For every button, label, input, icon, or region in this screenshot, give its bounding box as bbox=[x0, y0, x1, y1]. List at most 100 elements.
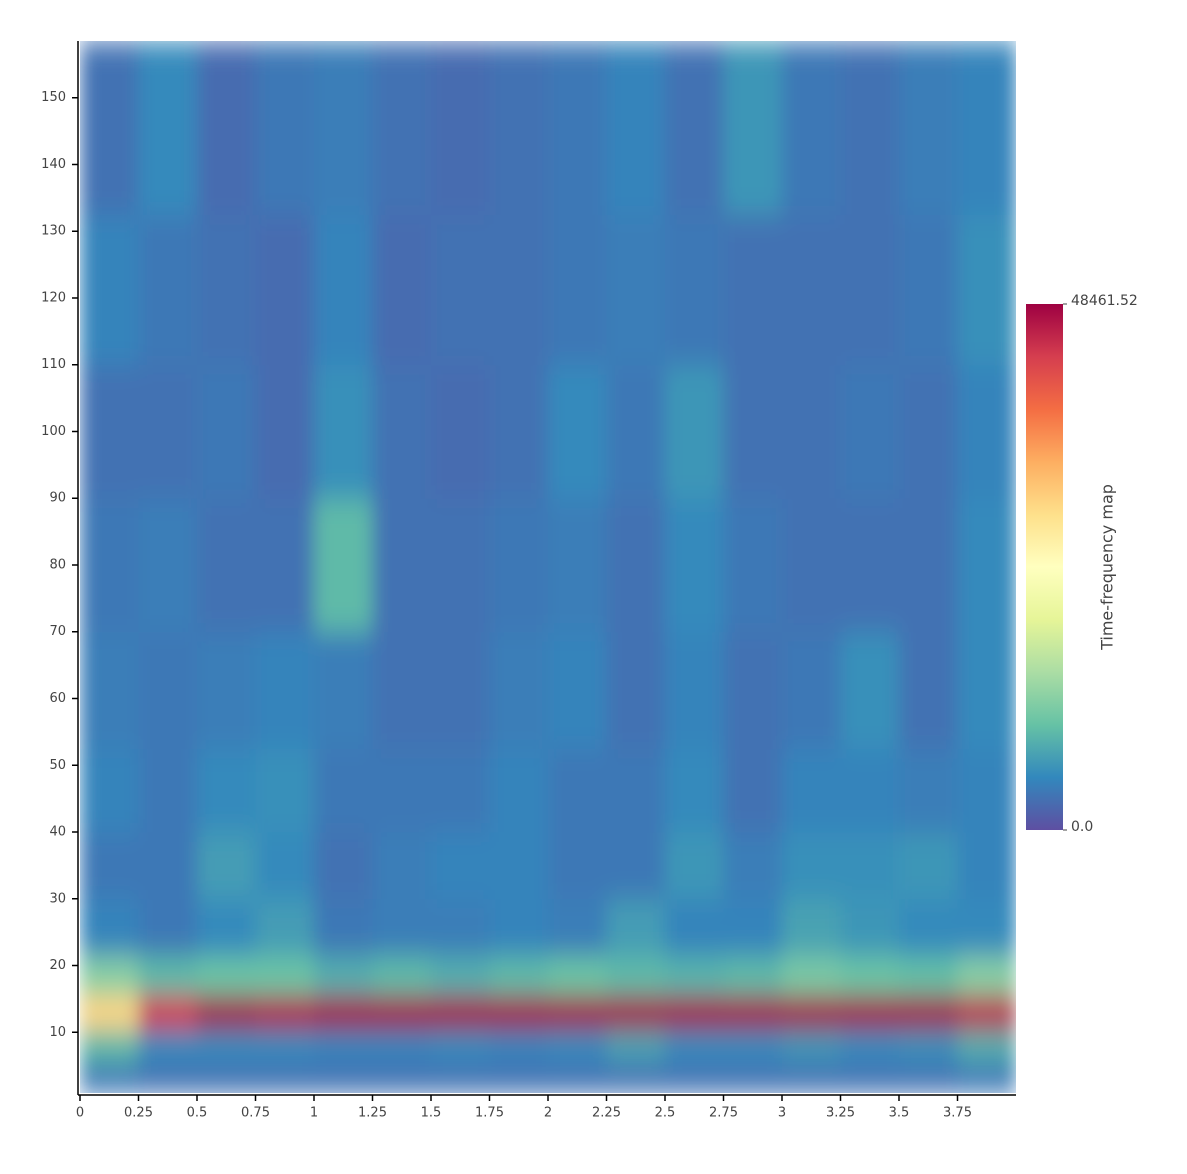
heatmap-cell bbox=[431, 631, 490, 750]
heatmap-cell bbox=[138, 955, 198, 997]
heatmap-cell bbox=[372, 498, 432, 633]
heatmap-cell bbox=[197, 214, 256, 366]
heatmap-cell bbox=[782, 631, 841, 750]
heatmap-cell bbox=[489, 995, 549, 1030]
y-tick-label: 60 bbox=[49, 691, 66, 706]
heatmap-cell bbox=[840, 955, 900, 997]
x-tick-label: 2.75 bbox=[709, 1106, 738, 1121]
heatmap-cell bbox=[665, 498, 724, 633]
heatmap-cell bbox=[548, 995, 607, 1030]
heatmap-cell bbox=[723, 364, 783, 499]
heatmap-cell bbox=[255, 955, 315, 997]
heatmap-cell bbox=[957, 955, 1016, 997]
heatmap-cell bbox=[80, 41, 139, 216]
heatmap-cell bbox=[138, 631, 198, 750]
heatmap-cell bbox=[138, 898, 198, 956]
x-tick-label: 3.25 bbox=[826, 1106, 855, 1121]
colorbar bbox=[1026, 304, 1063, 830]
heatmap-cell bbox=[723, 1028, 783, 1063]
heatmap-cell bbox=[665, 41, 724, 216]
heatmap-cell bbox=[957, 41, 1016, 216]
heatmap-cell bbox=[80, 498, 139, 633]
heatmap-cell bbox=[665, 898, 724, 956]
heatmap-cell bbox=[548, 214, 607, 366]
heatmap-cell bbox=[80, 955, 139, 997]
heatmap-cell bbox=[957, 631, 1016, 750]
heatmap-cell bbox=[782, 214, 841, 366]
heatmap-cell bbox=[431, 995, 490, 1030]
heatmap-cell bbox=[782, 1028, 841, 1063]
heatmap-cell bbox=[431, 898, 490, 956]
heatmap-cell bbox=[314, 498, 373, 633]
heatmap-cell bbox=[899, 748, 958, 833]
heatmap-cell bbox=[138, 1028, 198, 1063]
colorbar-tick-label: 48461.52 bbox=[1071, 293, 1138, 309]
heatmap-cell bbox=[723, 41, 783, 216]
heatmap-cell bbox=[314, 631, 373, 750]
heatmap-cell bbox=[314, 1028, 373, 1063]
heatmap-cell bbox=[314, 832, 373, 900]
heatmap-cell bbox=[840, 214, 900, 366]
heatmap-cell bbox=[314, 995, 373, 1030]
heatmap-cell bbox=[665, 1062, 724, 1093]
heatmap-cell bbox=[606, 498, 666, 633]
y-tick-label: 130 bbox=[41, 224, 66, 239]
heatmap-cell bbox=[782, 1062, 841, 1093]
heatmap-cell bbox=[723, 995, 783, 1030]
heatmap-cell bbox=[372, 748, 432, 833]
heatmap-cell bbox=[606, 898, 666, 956]
heatmap-cell bbox=[431, 955, 490, 997]
x-tick-label: 0.5 bbox=[187, 1106, 208, 1121]
heatmap-cell bbox=[548, 955, 607, 997]
heatmap-cell bbox=[782, 898, 841, 956]
heatmap-cell bbox=[489, 1062, 549, 1093]
heatmap-cell bbox=[782, 41, 841, 216]
colorbar-tick-label: 0.0 bbox=[1071, 819, 1093, 835]
heatmap-cell bbox=[372, 832, 432, 900]
heatmap-cell bbox=[548, 1028, 607, 1063]
y-tick-label: 30 bbox=[49, 891, 66, 906]
heatmap-cell bbox=[840, 1028, 900, 1063]
heatmap-cell bbox=[431, 748, 490, 833]
heatmap-cell bbox=[899, 498, 958, 633]
heatmap-cell bbox=[138, 748, 198, 833]
heatmap-cell bbox=[197, 898, 256, 956]
y-tick-label: 110 bbox=[41, 357, 66, 372]
heatmap-cell bbox=[548, 832, 607, 900]
heatmap-cell bbox=[197, 1028, 256, 1063]
heatmap-cell bbox=[840, 364, 900, 499]
heatmap-cell bbox=[197, 1062, 256, 1093]
x-tick-label: 3.5 bbox=[889, 1106, 910, 1121]
heatmap-cell bbox=[489, 955, 549, 997]
heatmap-cell bbox=[372, 1062, 432, 1093]
heatmap-cell bbox=[606, 1028, 666, 1063]
heatmap-cell bbox=[548, 498, 607, 633]
heatmap-cell bbox=[957, 995, 1016, 1030]
heatmap-cell bbox=[840, 898, 900, 956]
heatmap-cell bbox=[314, 41, 373, 216]
heatmap-cell bbox=[489, 631, 549, 750]
heatmap-cell bbox=[899, 995, 958, 1030]
heatmap-cell bbox=[782, 995, 841, 1030]
heatmap-cell bbox=[314, 214, 373, 366]
x-tick-label: 1 bbox=[310, 1106, 318, 1121]
y-tick-label: 120 bbox=[41, 290, 66, 305]
heatmap-cell bbox=[197, 498, 256, 633]
heatmap-cell bbox=[138, 41, 198, 216]
heatmap-cell bbox=[782, 498, 841, 633]
heatmap-cell bbox=[665, 832, 724, 900]
heatmap-cell bbox=[957, 1062, 1016, 1093]
heatmap-cell bbox=[840, 748, 900, 833]
x-tick-label: 0.25 bbox=[124, 1106, 153, 1121]
heatmap-cell bbox=[80, 748, 139, 833]
x-tick-label: 1.75 bbox=[475, 1106, 504, 1121]
heatmap-cell bbox=[899, 364, 958, 499]
heatmap-cell bbox=[548, 364, 607, 499]
heatmap-cell bbox=[606, 364, 666, 499]
heatmap-cell bbox=[80, 214, 139, 366]
x-tick-label: 0.75 bbox=[241, 1106, 270, 1121]
heatmap-cell bbox=[606, 832, 666, 900]
heatmap-cell bbox=[723, 214, 783, 366]
heatmap-cell bbox=[957, 214, 1016, 366]
x-tick-label: 2.5 bbox=[655, 1106, 676, 1121]
